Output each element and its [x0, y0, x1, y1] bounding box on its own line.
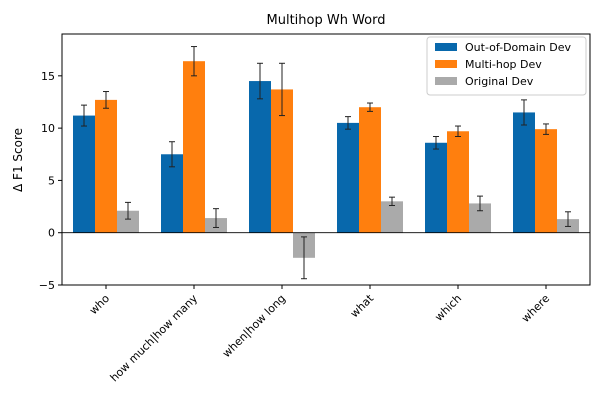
bar — [249, 81, 271, 233]
legend-label: Multi-hop Dev — [465, 58, 542, 71]
bar — [535, 129, 557, 233]
bar — [271, 89, 293, 233]
y-tick-label: 0 — [48, 227, 55, 240]
legend: Out-of-Domain Dev Multi-hop Dev Original D… — [426, 36, 587, 96]
bar — [95, 99, 117, 233]
y-tick-label: 15 — [41, 70, 55, 83]
y-axis-label: Δ F1 Score — [11, 128, 25, 192]
x-tick-label: what — [348, 291, 377, 320]
bar — [513, 112, 535, 233]
bar — [161, 154, 183, 233]
error-bars-layer — [81, 46, 571, 280]
y-axis: −5 0 5 10 15 — [39, 70, 62, 292]
legend-label: Out-of-Domain Dev — [465, 41, 572, 54]
chart-title: Multihop Wh Word — [267, 13, 386, 28]
plot-frame — [61, 33, 591, 286]
x-tick-label: how much|how many — [108, 292, 201, 385]
bar — [73, 115, 95, 233]
legend-label: Original Dev — [465, 75, 534, 88]
x-tick-label: when|how long — [220, 292, 288, 360]
legend-box — [426, 36, 587, 96]
y-tick-label: 10 — [41, 122, 55, 135]
bar — [117, 210, 139, 233]
x-tick-label: where — [519, 292, 552, 325]
bar — [469, 203, 491, 233]
bar — [183, 61, 205, 233]
bar — [447, 131, 469, 233]
legend-swatch — [435, 77, 457, 85]
x-tick-label: which — [432, 292, 464, 324]
y-tick-label: −5 — [39, 279, 55, 292]
bar — [359, 107, 381, 233]
bar — [337, 122, 359, 233]
bars-layer — [73, 61, 579, 258]
legend-swatch — [435, 43, 457, 51]
y-tick-label: 5 — [48, 174, 55, 187]
bar — [381, 201, 403, 233]
legend-swatch — [435, 60, 457, 68]
bar — [425, 142, 447, 233]
x-tick-label: who — [87, 292, 112, 317]
